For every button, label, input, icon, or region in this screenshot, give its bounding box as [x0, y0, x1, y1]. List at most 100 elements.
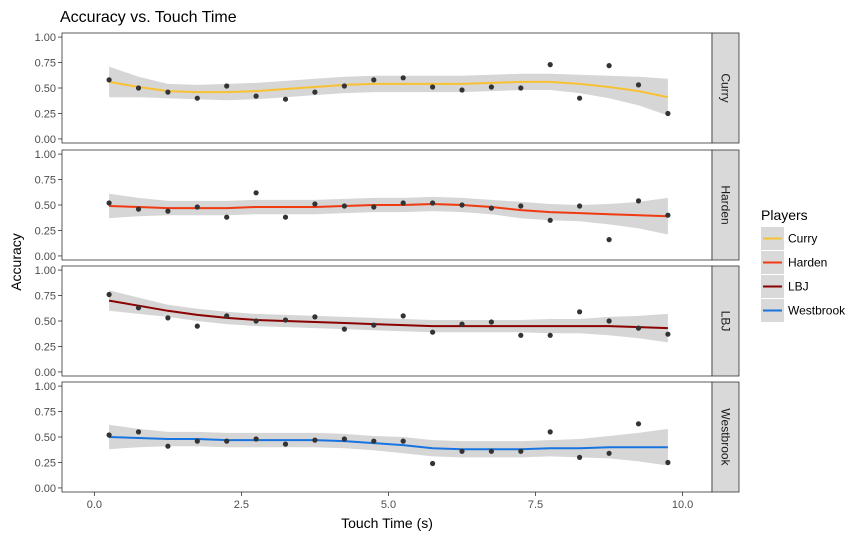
- data-point: [400, 75, 406, 81]
- facet-panel-curry: 0.00 0.25 0.50 0.75 1.00 Curry: [35, 32, 740, 146]
- x-axis-title: Touch Time (s): [341, 515, 433, 531]
- data-point: [106, 291, 112, 298]
- y-tick-label: 0.50: [35, 83, 56, 95]
- data-point: [224, 214, 230, 220]
- data-point: [282, 214, 289, 220]
- data-point: [106, 77, 112, 83]
- data-point: [194, 438, 200, 444]
- y-tick-label: 0.25: [35, 108, 56, 120]
- data-point: [635, 421, 642, 427]
- legend-label: LBJ: [788, 280, 809, 294]
- strip-background: [711, 381, 740, 493]
- facet-panel-lbj: 0.00 0.25 0.50 0.75 1.00 LBJ: [35, 265, 740, 379]
- x-axis: 0.0 2.5 5.0 7.5 10.0: [87, 492, 693, 511]
- legend-item-harden: Harden: [761, 251, 827, 274]
- data-point: [635, 325, 642, 331]
- y-tick-label: 0.00: [35, 134, 56, 146]
- x-tick-label: 7.5: [528, 499, 543, 511]
- confidence-band: [109, 66, 668, 116]
- data-point: [430, 84, 436, 90]
- x-tick-label: 0.0: [87, 499, 102, 511]
- data-point: [312, 437, 318, 443]
- data-point: [547, 332, 553, 338]
- strip-label: Westbrook: [719, 408, 733, 466]
- trend-line-westbrook: [109, 436, 668, 451]
- data-point: [400, 313, 406, 319]
- data-point: [194, 95, 200, 101]
- y-tick-label: 0.75: [35, 58, 56, 70]
- y-tick-label: 0.75: [35, 175, 56, 187]
- data-point: [312, 314, 318, 320]
- trend-line-harden: [109, 202, 668, 218]
- strip-background: [711, 265, 740, 377]
- data-point: [547, 217, 553, 223]
- legend-label: Curry: [788, 232, 817, 246]
- data-point: [194, 323, 200, 329]
- data-point: [459, 321, 465, 327]
- y-tick-label: 1.00: [35, 381, 56, 393]
- y-tick-label: 0.75: [35, 407, 56, 419]
- data-point: [312, 89, 318, 95]
- data-point: [253, 436, 259, 442]
- confidence-band: [109, 193, 668, 235]
- confidence-band: [109, 424, 668, 466]
- data-point: [665, 331, 671, 337]
- data-point: [518, 448, 524, 454]
- data-point: [371, 77, 377, 83]
- y-tick-label: 0.75: [35, 291, 56, 303]
- y-tick-label: 1.00: [35, 149, 56, 161]
- y-tick-label: 1.00: [35, 265, 56, 277]
- y-tick-label: 0.00: [35, 483, 56, 495]
- y-tick-label: 0.25: [35, 341, 56, 353]
- data-point: [665, 110, 671, 117]
- data-point: [224, 83, 230, 89]
- data-point: [341, 83, 347, 89]
- legend-item-lbj: LBJ: [761, 275, 809, 298]
- x-tick-label: 5.0: [381, 499, 396, 511]
- y-tick-label: 0.50: [35, 200, 56, 212]
- data-point: [224, 438, 230, 444]
- chart-title: Accuracy vs. Touch Time: [60, 9, 237, 26]
- data-point: [606, 318, 612, 324]
- legend: Players Curry Harden LBJ Westbrook: [761, 207, 846, 322]
- strip-background: [711, 32, 740, 144]
- facet-panels: 0.00 0.25 0.50 0.75 1.00 Curry 0.00 0.25 0.50 0.7…: [35, 32, 740, 495]
- data-point: [518, 203, 524, 209]
- data-point: [341, 326, 347, 332]
- legend-label: Westbrook: [788, 304, 846, 318]
- data-point: [400, 438, 406, 444]
- data-point: [253, 93, 259, 99]
- data-point: [106, 432, 112, 438]
- data-point: [253, 190, 259, 196]
- data-point: [459, 202, 465, 208]
- data-point: [488, 84, 494, 90]
- data-point: [106, 200, 112, 206]
- data-point: [371, 438, 377, 444]
- data-point: [135, 206, 142, 212]
- data-point: [282, 441, 289, 447]
- data-point: [606, 450, 612, 456]
- data-point: [665, 212, 671, 218]
- data-point: [577, 203, 583, 209]
- y-tick-label: 0.50: [35, 432, 56, 444]
- data-point: [577, 454, 583, 460]
- data-point: [135, 429, 142, 435]
- data-point: [165, 315, 171, 321]
- data-point: [341, 203, 347, 209]
- y-axis-title: Accuracy: [8, 233, 24, 291]
- data-point: [430, 200, 436, 206]
- strip-label: LBJ: [719, 311, 733, 332]
- data-point: [165, 89, 171, 95]
- data-point: [577, 309, 583, 315]
- data-point: [312, 201, 318, 207]
- trend-line-curry: [108, 80, 669, 99]
- data-point: [488, 205, 494, 211]
- data-point: [665, 459, 671, 466]
- legend-label: Harden: [788, 256, 827, 270]
- legend-item-curry: Curry: [761, 227, 817, 250]
- data-point: [282, 317, 289, 323]
- data-point: [341, 436, 347, 442]
- y-tick-label: 0.00: [35, 367, 56, 379]
- data-point: [430, 460, 436, 467]
- data-point: [606, 237, 612, 243]
